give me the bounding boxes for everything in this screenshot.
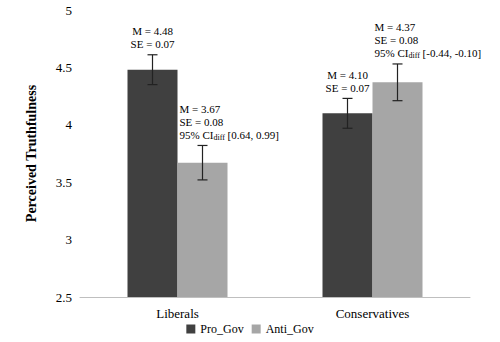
svg-text:3.5: 3.5 [56,175,72,190]
svg-text:4: 4 [66,117,73,132]
svg-text:95% CI: 95% CI [375,47,409,59]
svg-text:Anti_Gov: Anti_Gov [266,322,314,336]
svg-text:diff: diff [213,133,225,142]
svg-text:5: 5 [66,3,73,18]
svg-text:SE = 0.08: SE = 0.08 [375,34,419,46]
svg-text:SE = 0.07: SE = 0.07 [131,38,175,50]
svg-text:diff: diff [408,51,420,60]
svg-text:Conservatives: Conservatives [336,306,410,321]
svg-text:SE = 0.07: SE = 0.07 [326,82,370,94]
svg-text:3: 3 [66,232,73,247]
svg-text:Liberals: Liberals [156,306,199,321]
svg-text:95% CI: 95% CI [180,129,214,141]
svg-text:M = 4.37: M = 4.37 [375,21,416,33]
svg-text:2.5: 2.5 [56,290,72,305]
svg-text:M = 4.10: M = 4.10 [327,69,368,81]
svg-text:SE = 0.08: SE = 0.08 [180,116,224,128]
svg-text:Perceived Truthfulness: Perceived Truthfulness [24,84,39,222]
svg-text:[-0.44, -0.10]: [-0.44, -0.10] [420,47,481,59]
svg-text:M = 4.48: M = 4.48 [132,25,173,37]
svg-text:[0.64, 0.99]: [0.64, 0.99] [225,129,279,141]
svg-text:4.5: 4.5 [56,60,72,75]
svg-text:Pro_Gov: Pro_Gov [200,322,243,336]
svg-text:M = 3.67: M = 3.67 [180,103,221,115]
